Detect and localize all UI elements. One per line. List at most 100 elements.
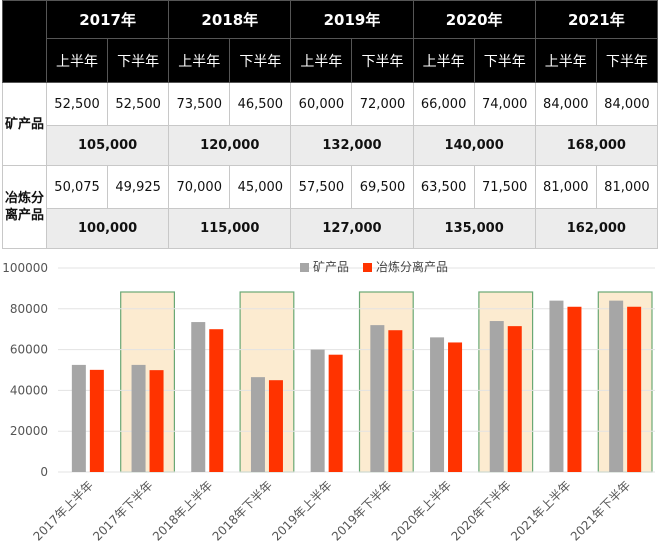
half-header: 下半年 <box>473 38 536 83</box>
table-cell: 46,500 <box>229 82 292 126</box>
x-tick-label: 2021年下半年 <box>568 478 633 543</box>
year-header-row: 2017年 2018年 2019年 2020年 2021年 <box>2 0 659 83</box>
table-cell: 70,000 <box>168 165 231 209</box>
table-cell: 60,000 <box>290 82 353 126</box>
table-cell: 50,075 <box>45 165 109 209</box>
total-cell: 100,000 <box>45 208 170 249</box>
x-tick-label: 2018年上半年 <box>150 478 215 543</box>
y-tick-label: 100000 <box>2 261 48 275</box>
bar-mineral <box>489 321 504 472</box>
highlight-box <box>120 291 175 473</box>
corner-cell <box>2 0 47 83</box>
y-tick-label: 80000 <box>10 302 48 316</box>
highlight-box <box>358 291 414 473</box>
half-header: 上半年 <box>45 38 109 83</box>
bar-smelting <box>328 354 343 472</box>
year-header: 2021年 <box>534 0 659 39</box>
legend-label: 矿产品 <box>313 260 349 274</box>
table-cell: 45,000 <box>229 165 292 209</box>
table-cell: 84,000 <box>534 82 597 126</box>
y-tick-label: 0 <box>40 465 48 479</box>
x-tick-label: 2017年下半年 <box>90 478 155 543</box>
total-cell: 115,000 <box>168 208 292 249</box>
table-cell: 84,000 <box>595 82 659 126</box>
bar-smelting <box>149 370 164 472</box>
bar-chart: 0 20000 40000 60000 80000 100000 2017年上半年2017年… <box>2 259 655 544</box>
table-cell: 57,500 <box>290 165 353 209</box>
x-tick-label: 2020年上半年 <box>389 478 454 543</box>
bar-smelting <box>627 306 642 472</box>
x-tick-label: 2020年下半年 <box>448 478 513 543</box>
table-cell: 72,000 <box>351 82 414 126</box>
year-header: 2020年 <box>412 0 536 39</box>
category-label: 矿产品 <box>2 82 47 166</box>
y-tick-label: 20000 <box>10 424 48 438</box>
table-cell: 73,500 <box>168 82 231 126</box>
table-row-smelting-values: 冶炼分离产品 50,075 49,925 70,000 45,000 57,50… <box>2 165 659 249</box>
half-header: 下半年 <box>595 38 659 83</box>
bar-mineral <box>549 300 564 472</box>
highlight-box <box>478 291 534 473</box>
highlight-box <box>597 291 653 473</box>
table-cell: 71,500 <box>473 165 536 209</box>
half-header: 上半年 <box>412 38 475 83</box>
year-header: 2018年 <box>168 0 292 39</box>
table-cell: 49,925 <box>107 165 170 209</box>
total-cell: 162,000 <box>534 208 659 249</box>
half-header: 上半年 <box>290 38 353 83</box>
total-cell: 105,000 <box>45 125 170 166</box>
half-header-row: 上半年 下半年 上半年 下半年 上半年 下半年 上半年 下半年 上半年 下半年 <box>3 38 659 83</box>
bar-smelting <box>268 380 283 472</box>
bar-smelting <box>567 306 582 472</box>
bar-mineral <box>71 364 86 472</box>
total-cell: 168,000 <box>534 125 659 166</box>
data-table: 2017年 2018年 2019年 2020年 2021年 上半年 下半年 上半… <box>2 0 659 249</box>
table-cell: 81,000 <box>595 165 659 209</box>
legend-swatch <box>363 263 372 272</box>
table-row-mineral-totals: 105,000 120,000 132,000 140,000 168,000 <box>3 125 659 166</box>
half-header: 下半年 <box>107 38 170 83</box>
total-cell: 135,000 <box>412 208 536 249</box>
bar-smelting <box>507 326 522 472</box>
table-cell: 69,500 <box>351 165 414 209</box>
legend-swatch <box>300 263 309 272</box>
bar-mineral <box>310 349 325 472</box>
total-cell: 140,000 <box>412 125 536 166</box>
x-tick-label: 2018年下半年 <box>210 478 275 543</box>
bar-mineral <box>131 364 146 472</box>
x-tick-label: 2017年上半年 <box>31 478 96 543</box>
year-header: 2019年 <box>290 0 414 39</box>
total-cell: 132,000 <box>290 125 414 166</box>
highlight-box <box>239 291 295 473</box>
x-tick-label: 2019年上半年 <box>269 478 334 543</box>
y-tick-label: 60000 <box>10 343 48 357</box>
x-tick-label: 2021年上半年 <box>508 478 573 543</box>
table-cell: 74,000 <box>473 82 536 126</box>
bar-smelting <box>89 369 104 472</box>
year-header: 2017年 <box>45 0 170 39</box>
bar-mineral <box>609 300 624 472</box>
table-cell: 52,500 <box>45 82 109 126</box>
table-cell: 66,000 <box>412 82 475 126</box>
category-label: 冶炼分离产品 <box>2 165 47 249</box>
bar-mineral <box>191 322 206 472</box>
total-cell: 127,000 <box>290 208 414 249</box>
bar-smelting <box>448 342 463 472</box>
table-cell: 52,500 <box>107 82 170 126</box>
bar-mineral <box>430 337 445 472</box>
half-header: 上半年 <box>168 38 231 83</box>
bar-smelting <box>209 329 224 472</box>
bar-smelting <box>388 330 403 472</box>
half-header: 下半年 <box>351 38 414 83</box>
x-tick-label: 2019年下半年 <box>329 478 394 543</box>
legend-label: 冶炼分离产品 <box>376 259 448 274</box>
bar-mineral <box>250 377 265 472</box>
half-header: 上半年 <box>534 38 597 83</box>
table-row-smelting-totals: 100,000 115,000 127,000 135,000 162,000 <box>3 208 659 249</box>
table-cell: 63,500 <box>412 165 475 209</box>
total-cell: 120,000 <box>168 125 292 166</box>
table-row-mineral-values: 矿产品 52,500 52,500 73,500 46,500 60,000 7… <box>2 82 659 166</box>
table-cell: 81,000 <box>534 165 597 209</box>
bar-mineral <box>370 325 385 472</box>
